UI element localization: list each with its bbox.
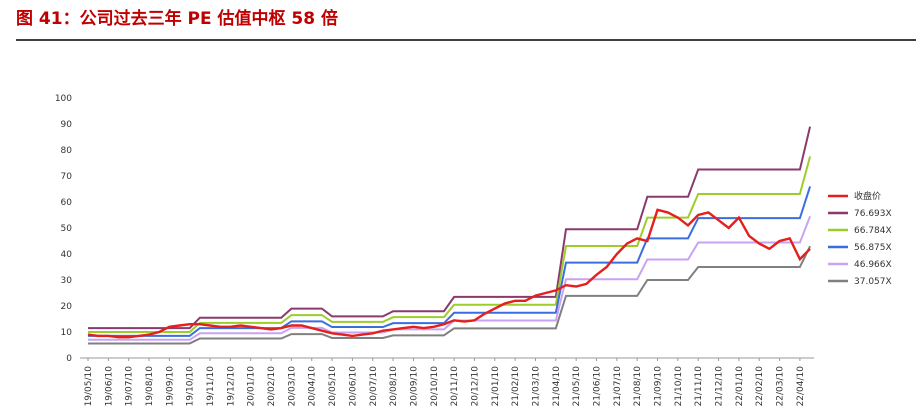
x-tick-label: 20/10/10 xyxy=(430,366,440,407)
x-tick-label: 20/07/10 xyxy=(369,366,379,407)
x-tick-label: 21/06/10 xyxy=(593,366,603,407)
x-tick-label: 21/08/10 xyxy=(633,366,643,407)
x-tick-label: 20/03/10 xyxy=(287,366,297,407)
x-tick-label: 21/09/10 xyxy=(654,366,664,407)
y-tick-label: 70 xyxy=(61,172,73,182)
y-tick-label: 20 xyxy=(61,302,73,312)
y-tick-label: 60 xyxy=(61,198,73,208)
x-tick-label: 19/10/10 xyxy=(186,366,196,407)
x-tick-label: 21/11/10 xyxy=(694,366,704,407)
x-tick-label: 19/05/10 xyxy=(84,366,94,407)
x-tick-label: 19/11/10 xyxy=(206,366,216,407)
legend-label: 66.784X xyxy=(854,226,892,236)
x-tick-label: 20/11/10 xyxy=(450,366,460,407)
series-line xyxy=(88,215,812,341)
legend-label: 收盘价 xyxy=(854,190,881,202)
series-line xyxy=(88,245,811,345)
x-tick-label: 20/09/10 xyxy=(409,366,419,407)
x-tick-label: 22/04/10 xyxy=(796,366,806,407)
x-tick-label: 19/08/10 xyxy=(145,366,155,407)
x-tick-label: 20/06/10 xyxy=(348,366,358,407)
y-tick-label: 40 xyxy=(61,250,73,260)
x-tick-label: 20/12/10 xyxy=(470,366,480,407)
legend-label: 76.693X xyxy=(854,209,892,219)
x-tick-label: 19/09/10 xyxy=(165,366,175,407)
x-tick-label: 22/01/10 xyxy=(735,366,745,407)
series-line xyxy=(88,186,812,337)
x-tick-label: 21/05/10 xyxy=(572,366,582,407)
y-tick-label: 10 xyxy=(61,328,73,338)
x-tick-label: 20/05/10 xyxy=(328,366,338,407)
x-tick-label: 21/01/10 xyxy=(491,366,501,407)
series-line xyxy=(88,156,812,333)
y-tick-label: 90 xyxy=(61,120,73,130)
x-tick-label: 20/04/10 xyxy=(308,366,318,407)
x-tick-label: 22/03/10 xyxy=(776,366,786,407)
x-tick-label: 21/04/10 xyxy=(552,366,562,407)
x-tick-label: 19/12/10 xyxy=(226,366,236,407)
x-tick-label: 20/02/10 xyxy=(267,366,277,407)
x-tick-label: 21/12/10 xyxy=(715,366,725,407)
x-tick-label: 21/07/10 xyxy=(613,366,623,407)
x-tick-label: 19/06/10 xyxy=(104,366,114,407)
y-tick-label: 80 xyxy=(61,146,73,156)
x-tick-label: 20/01/10 xyxy=(247,366,257,407)
legend-label: 37.057X xyxy=(854,277,892,287)
x-tick-label: 19/07/10 xyxy=(125,366,135,407)
legend-label: 46.966X xyxy=(854,260,892,270)
series-line xyxy=(88,126,812,330)
legend-label: 56.875X xyxy=(854,243,892,253)
x-tick-label: 22/02/10 xyxy=(755,366,765,407)
x-tick-label: 21/10/10 xyxy=(674,366,684,407)
x-tick-label: 21/03/10 xyxy=(531,366,541,407)
y-tick-label: 100 xyxy=(55,94,72,104)
series-line xyxy=(87,208,811,339)
chart-title: 图 41：公司过去三年 PE 估值中枢 58 倍 xyxy=(16,8,338,29)
x-tick-label: 21/02/10 xyxy=(511,366,521,407)
y-tick-label: 30 xyxy=(61,276,73,286)
y-tick-label: 50 xyxy=(61,224,73,234)
x-tick-label: 20/08/10 xyxy=(389,366,399,407)
y-tick-label: 0 xyxy=(66,354,72,364)
